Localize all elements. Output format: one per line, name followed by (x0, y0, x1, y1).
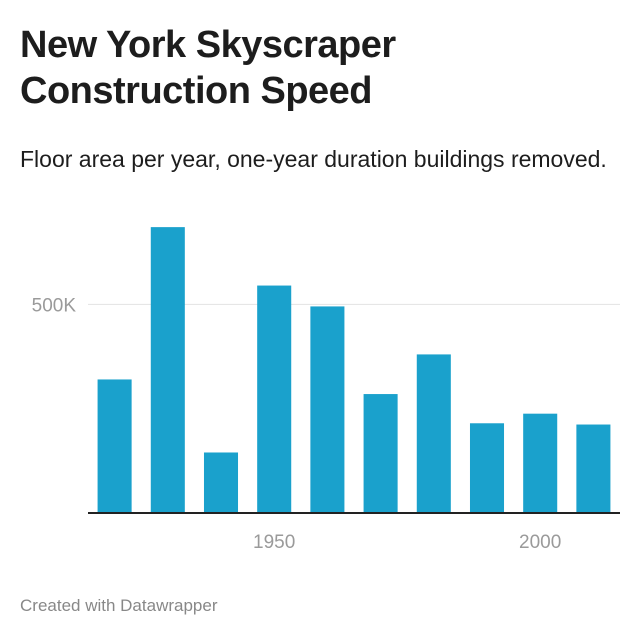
bar (523, 413, 558, 513)
bar (363, 394, 398, 513)
bar (97, 379, 132, 513)
chart-title: New York Skyscraper Construction Speed (20, 24, 396, 112)
x-tick-label: 1950 (253, 532, 295, 553)
bar (150, 227, 185, 514)
bar (469, 423, 505, 513)
bar (310, 306, 345, 513)
x-tick-label: 2000 (519, 532, 561, 553)
bar (257, 285, 292, 513)
bar (416, 354, 451, 513)
datawrapper-credit: Created with Datawrapper (20, 596, 218, 615)
y-tick-label: 500K (32, 295, 77, 316)
chart-subtitle: Floor area per year, one-year duration b… (20, 146, 607, 172)
bar (576, 424, 611, 513)
bar (203, 452, 239, 513)
